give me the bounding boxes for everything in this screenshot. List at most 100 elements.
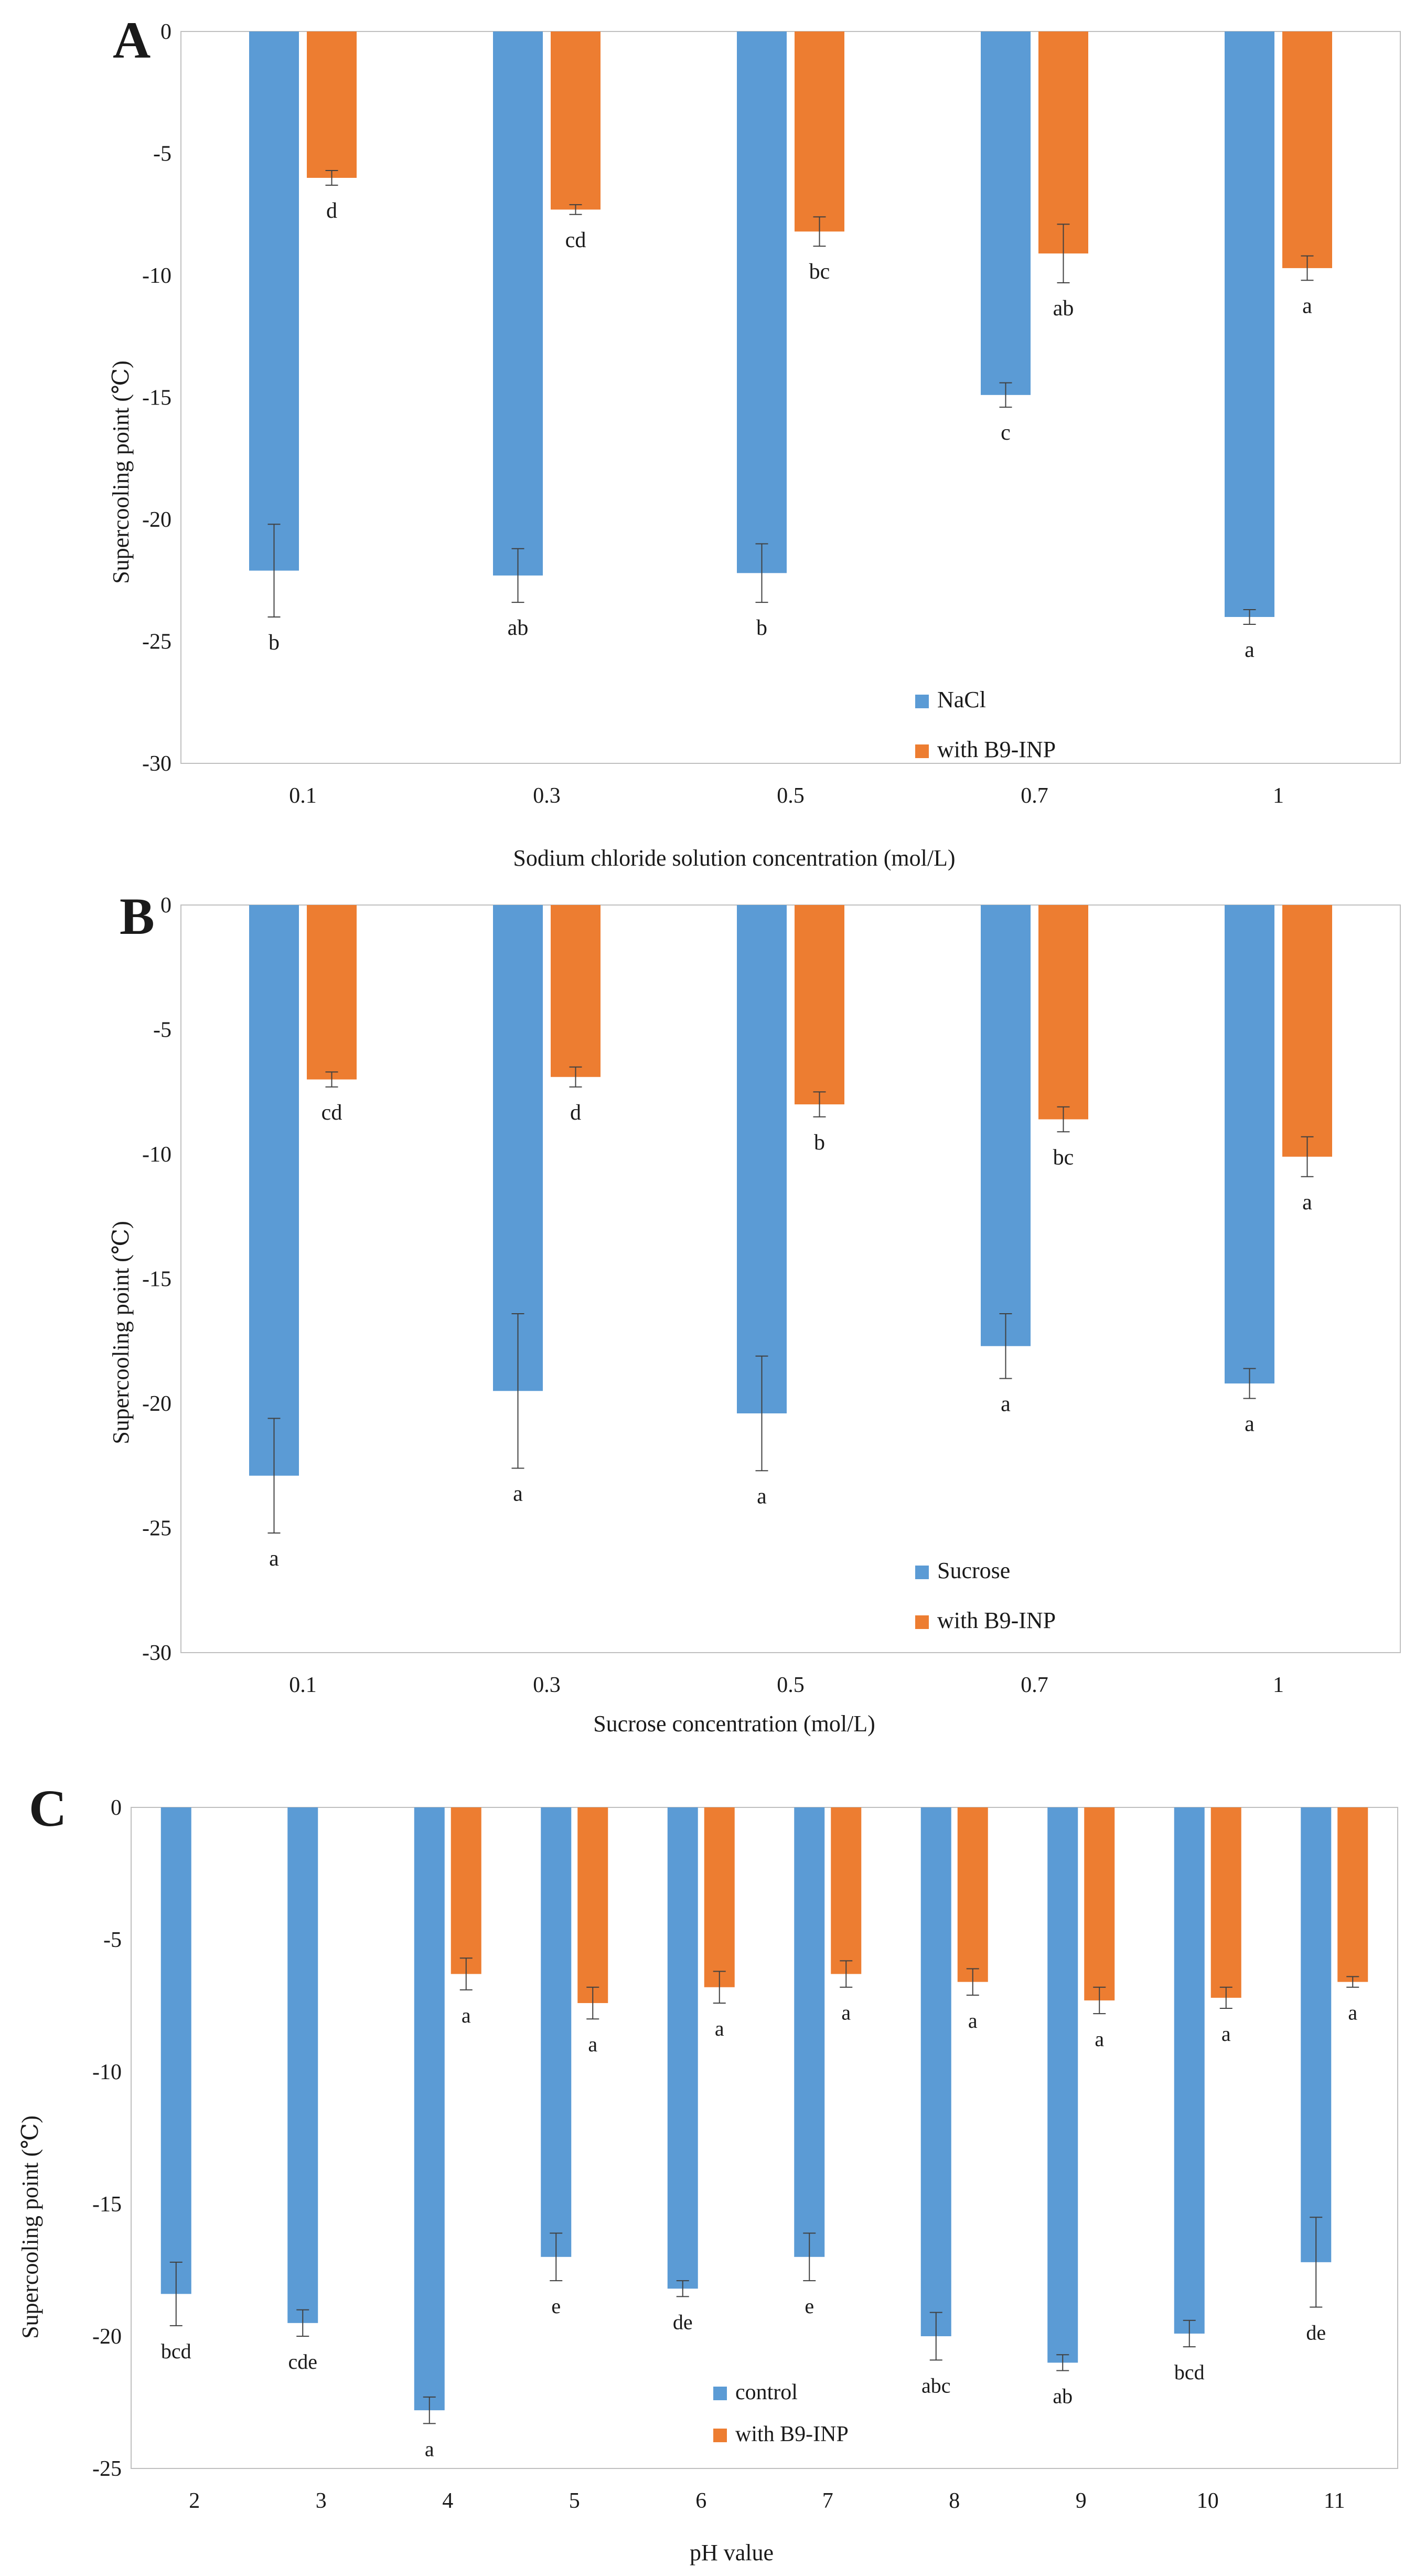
bar-base xyxy=(1225,905,1274,1383)
bar-base xyxy=(541,1807,572,2257)
y-tick-label: -25 xyxy=(142,630,171,654)
significance-letter: a xyxy=(1245,638,1255,662)
bar-b9inp xyxy=(1038,31,1088,254)
x-tick-label: 0.3 xyxy=(533,1673,561,1697)
panel-c-chart: C Supercooling point (℃) pH value 0 -5 -10… xyxy=(17,1779,1398,2566)
panel-b-plot-area: 0 -5 -10 -15 -20 -25 -30 0.1 a cd 0.3 a d 0.5 a b 0.7 a bc… xyxy=(142,893,1401,1697)
significance-letter: a xyxy=(968,2009,978,2032)
x-tick-label: 0.3 xyxy=(533,784,561,808)
bar-b9inp xyxy=(831,1807,862,1974)
significance-letter: abc xyxy=(921,2373,951,2397)
significance-letter: a xyxy=(1095,2027,1104,2051)
legend-swatch xyxy=(915,695,929,708)
bar-b9inp xyxy=(1038,905,1088,1120)
bar-b9inp xyxy=(1084,1807,1115,2000)
bar-base xyxy=(287,1807,318,2323)
significance-letter: a xyxy=(1001,1392,1011,1417)
bar-b9inp xyxy=(451,1807,481,1974)
x-tick-label: 6 xyxy=(695,2489,706,2513)
y-tick-label: -15 xyxy=(142,386,171,410)
bar-b9inp xyxy=(1282,31,1332,269)
y-tick-label: 0 xyxy=(160,20,171,44)
bar-base xyxy=(981,31,1031,395)
legend-label: with B9-INP xyxy=(735,2422,849,2446)
legend-swatch xyxy=(713,2387,727,2400)
significance-letter: c xyxy=(1001,421,1011,445)
panel-b-xlabel: Sucrose concentration (mol/L) xyxy=(593,1711,875,1737)
bar-base xyxy=(249,31,299,571)
y-tick-label: -10 xyxy=(92,2060,122,2084)
panel-c-label: C xyxy=(29,1779,67,1837)
y-tick-label: -20 xyxy=(142,508,171,532)
bar-b9inp xyxy=(795,905,844,1104)
x-tick-label: 0.5 xyxy=(777,784,805,808)
bar-b9inp xyxy=(551,905,601,1077)
x-tick-label: 10 xyxy=(1197,2489,1219,2513)
y-tick-label: -15 xyxy=(142,1268,171,1292)
bar-b9inp xyxy=(577,1807,608,2003)
x-tick-label: 0.1 xyxy=(289,784,317,808)
legend-swatch xyxy=(713,2429,727,2442)
bar-base xyxy=(493,31,543,576)
significance-letter: cd xyxy=(321,1101,342,1125)
legend-label: Sucrose xyxy=(937,1558,1010,1583)
significance-letter: bc xyxy=(1053,1145,1074,1169)
significance-letter: a xyxy=(1302,294,1312,318)
significance-letter: a xyxy=(513,1482,523,1506)
significance-letter: cde xyxy=(288,2350,317,2373)
significance-letter: a xyxy=(462,2004,471,2027)
panel-a-ylabel: Supercooling point (℃) xyxy=(108,360,134,584)
significance-letter: bc xyxy=(809,260,830,284)
bar-base xyxy=(493,905,543,1391)
panel-a-chart: A Supercooling point (℃) Sodium chloride… xyxy=(108,11,1401,871)
y-tick-label: -20 xyxy=(92,2325,122,2349)
panel-c-plot-area: 0-5-10-15-20-252bcd3cde4aa5ea6dea7ea8abc… xyxy=(92,1796,1398,2513)
y-tick-label: -25 xyxy=(142,1517,171,1541)
bar-base xyxy=(794,1807,825,2257)
x-tick-label: 3 xyxy=(316,2489,327,2513)
x-tick-label: 11 xyxy=(1324,2489,1345,2513)
y-tick-label: 0 xyxy=(111,1796,122,1820)
significance-letter: de xyxy=(1306,2321,1326,2345)
significance-letter: d xyxy=(570,1101,581,1125)
bar-base xyxy=(667,1807,698,2289)
legend-swatch xyxy=(915,1566,929,1579)
x-tick-label: 0.5 xyxy=(777,1673,805,1697)
y-tick-label: -30 xyxy=(142,1641,171,1665)
bar-base xyxy=(249,905,299,1476)
x-tick-label: 8 xyxy=(949,2489,960,2513)
x-tick-label: 1 xyxy=(1273,784,1284,808)
legend-label: with B9-INP xyxy=(937,1608,1056,1633)
bar-b9inp xyxy=(307,31,357,178)
bar-b9inp xyxy=(307,905,357,1080)
bar-b9inp xyxy=(551,31,601,210)
y-tick-label: 0 xyxy=(160,893,171,918)
legend-label: NaCl xyxy=(937,687,986,712)
y-tick-label: -20 xyxy=(142,1392,171,1416)
significance-letter: b xyxy=(269,631,280,655)
significance-letter: a xyxy=(841,2001,851,2025)
significance-letter: a xyxy=(1245,1412,1255,1436)
bar-b9inp xyxy=(957,1807,988,1982)
bar-base xyxy=(737,31,787,573)
y-tick-label: -10 xyxy=(142,264,171,288)
plot-frame xyxy=(180,904,1401,1653)
y-tick-label: -5 xyxy=(153,1018,171,1042)
legend-swatch xyxy=(915,1615,929,1629)
plot-frame xyxy=(180,31,1401,764)
panel-c-xlabel: pH value xyxy=(690,2540,774,2566)
x-tick-label: 7 xyxy=(822,2489,833,2513)
y-tick-label: -15 xyxy=(92,2192,122,2217)
bar-base xyxy=(1225,31,1274,617)
bar-base xyxy=(1047,1807,1078,2363)
significance-letter: ab xyxy=(508,616,529,640)
significance-letter: a xyxy=(1302,1190,1312,1215)
y-tick-label: -30 xyxy=(142,752,171,776)
y-tick-label: -25 xyxy=(92,2457,122,2481)
significance-letter: b xyxy=(756,616,767,640)
y-tick-label: -10 xyxy=(142,1143,171,1167)
x-tick-label: 0.1 xyxy=(289,1673,317,1697)
significance-letter: a xyxy=(269,1547,279,1571)
bar-base xyxy=(737,905,787,1413)
